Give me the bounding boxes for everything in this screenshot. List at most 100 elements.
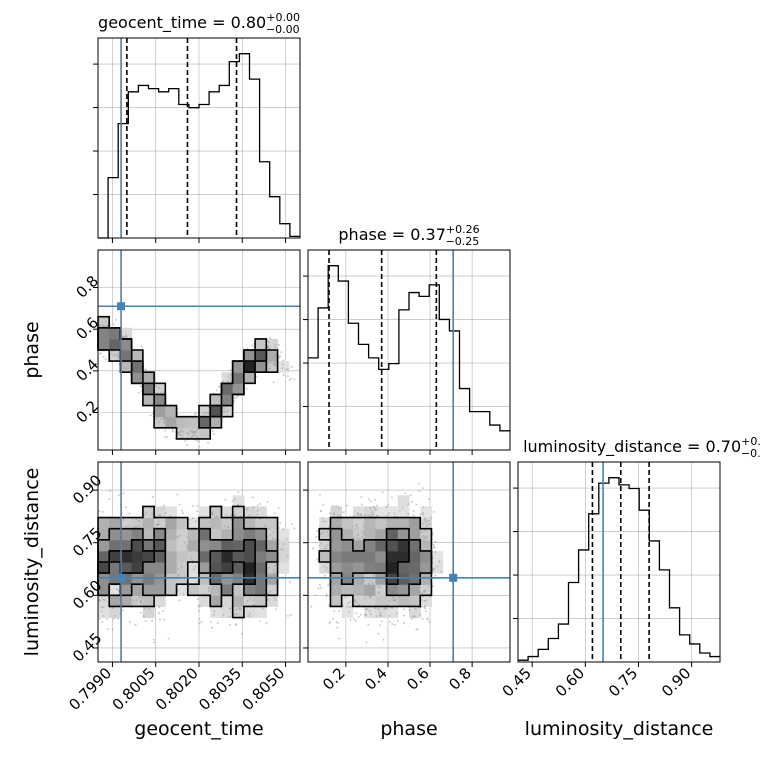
density-cell [176, 573, 189, 585]
density-cell [277, 539, 290, 552]
sample-point [252, 505, 255, 508]
sample-point [346, 504, 349, 507]
sample-point [178, 433, 181, 436]
density-cell [255, 338, 267, 351]
sample-point [323, 547, 326, 550]
density-cell [154, 595, 166, 607]
y-tick-label-luminosity_distance: 0.45 [69, 629, 105, 665]
sample-point [229, 607, 232, 610]
density-cell [142, 517, 155, 530]
sample-point [281, 363, 284, 366]
sample-point [272, 362, 275, 365]
density-cell [109, 350, 121, 362]
sample-point [207, 406, 210, 409]
density-cell [210, 528, 222, 541]
density-cell [199, 539, 211, 552]
sample-point [367, 582, 370, 585]
sample-point [412, 514, 415, 517]
density-cell [142, 606, 155, 619]
sample-point [109, 489, 112, 492]
density-cell [221, 595, 234, 607]
sample-point [159, 515, 162, 518]
x-tick-label-luminosity_distance: 0.90 [658, 664, 694, 700]
title-geocent_time: geocent_time = 0.80+0.00 −0.00 [98, 11, 300, 36]
density-cell [266, 595, 279, 607]
sample-point [328, 512, 331, 515]
sample-point [197, 604, 200, 607]
sample-point [273, 538, 276, 541]
sample-point [338, 610, 341, 613]
sample-point [416, 628, 419, 631]
sample-point [348, 606, 351, 609]
sample-point [259, 518, 262, 521]
density-cell [341, 539, 354, 552]
density-cell [341, 528, 354, 541]
sample-point [98, 598, 101, 601]
sample-point [241, 632, 244, 635]
sample-point [184, 439, 187, 442]
title-minus: −0.00 [266, 23, 300, 36]
density-cell [386, 528, 399, 541]
sample-point [269, 337, 272, 340]
sample-point [407, 502, 410, 505]
sample-point [196, 598, 199, 601]
sample-point [277, 343, 280, 346]
density-cell [277, 528, 290, 541]
density-cell [420, 528, 432, 541]
sample-point [408, 609, 411, 612]
density-cell [176, 416, 189, 429]
sample-point [176, 493, 179, 496]
density-cell [154, 528, 166, 541]
density-cell [142, 528, 155, 541]
sample-point [420, 606, 423, 609]
sample-point [113, 323, 116, 326]
sample-point [421, 591, 424, 594]
density-cell [98, 338, 110, 351]
x-tick-label-luminosity_distance: 0.60 [552, 664, 588, 700]
density-cell [420, 550, 432, 563]
sample-point [190, 557, 193, 560]
density-cell [154, 539, 166, 552]
sample-point [234, 514, 237, 517]
sample-point [248, 612, 251, 615]
sample-point [364, 597, 367, 600]
density-cell [364, 595, 376, 607]
density-cell [266, 539, 279, 552]
sample-point [318, 493, 321, 496]
density-cell [199, 562, 211, 574]
density-cell [255, 506, 267, 519]
density-cell [210, 506, 222, 519]
sample-point [186, 536, 189, 539]
sample-point [102, 355, 105, 358]
sample-point [212, 613, 215, 616]
sample-point [389, 620, 392, 623]
sample-point [336, 626, 339, 629]
density-cell [255, 539, 267, 552]
sample-point [391, 606, 394, 609]
panel-hist-phase [307, 249, 511, 451]
density-cell [397, 539, 410, 552]
sample-point [349, 618, 352, 621]
sample-point [345, 605, 348, 608]
sample-point [289, 377, 292, 380]
density-cell [131, 528, 144, 541]
sample-point [158, 421, 161, 424]
sample-point [282, 374, 285, 377]
sample-point [151, 619, 154, 622]
sample-point [267, 566, 270, 569]
density-cell [221, 517, 234, 530]
title-plus: +0.00 [266, 11, 300, 24]
sample-point [361, 536, 364, 539]
sample-point [315, 535, 318, 538]
sample-point [432, 510, 435, 513]
sample-point [228, 616, 231, 619]
density-cell [352, 562, 365, 574]
sample-point [274, 512, 277, 515]
sample-point [191, 517, 194, 520]
sample-point [403, 614, 406, 617]
sample-point [128, 524, 131, 527]
sample-point [114, 318, 117, 321]
density-cell [352, 539, 365, 552]
sample-point [365, 641, 368, 644]
density-cell [142, 394, 155, 407]
